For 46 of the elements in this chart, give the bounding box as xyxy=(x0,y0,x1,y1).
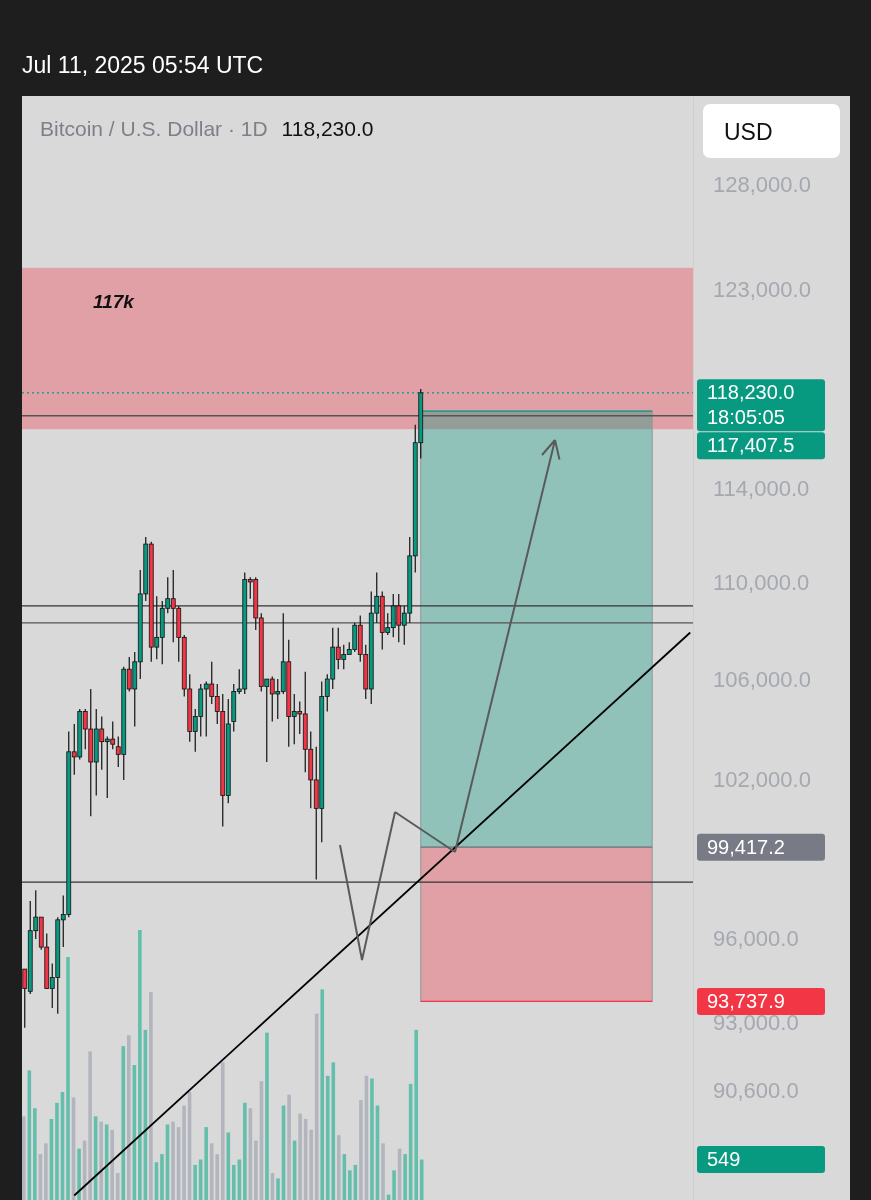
bar xyxy=(220,1062,225,1200)
bar xyxy=(320,989,325,1200)
bar xyxy=(66,957,70,1200)
text: 18:05:05 xyxy=(707,406,785,429)
ref-line-label: 117,407.5 xyxy=(707,434,795,457)
bar xyxy=(287,1094,291,1200)
bar xyxy=(232,1164,236,1200)
bar xyxy=(348,1170,352,1200)
bar xyxy=(127,1035,131,1200)
bar xyxy=(370,1078,374,1200)
bar xyxy=(381,1143,385,1200)
ref-line-label: 118,230.0 xyxy=(707,381,795,404)
text: Bitcoin / U.S. Dollar · 1D xyxy=(40,117,268,140)
bar xyxy=(138,930,142,1200)
chart-title: Jul 11, 2025 05:54 UTC xyxy=(22,52,264,79)
bar xyxy=(403,1154,407,1200)
bar xyxy=(298,1113,302,1200)
ref-line-label: 93,737.9 xyxy=(707,989,785,1012)
bar xyxy=(414,1029,418,1200)
bar xyxy=(44,1143,48,1200)
band-label: 117k xyxy=(93,290,136,312)
bar xyxy=(110,1129,115,1200)
bar xyxy=(115,1173,120,1200)
bar xyxy=(55,1102,59,1200)
annotation: 118,230.0 xyxy=(281,117,374,140)
currency-button: USD xyxy=(703,104,840,158)
y-axis-title: USD xyxy=(724,119,773,145)
bar xyxy=(121,1046,126,1200)
bar xyxy=(392,1170,396,1200)
bar xyxy=(337,1135,341,1200)
bar xyxy=(88,1051,92,1200)
bar xyxy=(226,1132,231,1200)
bar xyxy=(99,1121,103,1200)
bar xyxy=(204,1127,208,1200)
bar xyxy=(160,1154,164,1200)
bar xyxy=(243,1102,247,1200)
bar xyxy=(33,1108,37,1200)
bar xyxy=(193,1164,197,1200)
bar xyxy=(276,1178,280,1200)
bar xyxy=(22,1116,26,1200)
bar xyxy=(419,1159,424,1200)
text: 549 xyxy=(707,1148,741,1170)
bar xyxy=(77,1148,81,1200)
ref-line-label: 99,417.2 xyxy=(707,835,785,858)
bar xyxy=(215,1154,220,1200)
bar xyxy=(265,1032,269,1200)
